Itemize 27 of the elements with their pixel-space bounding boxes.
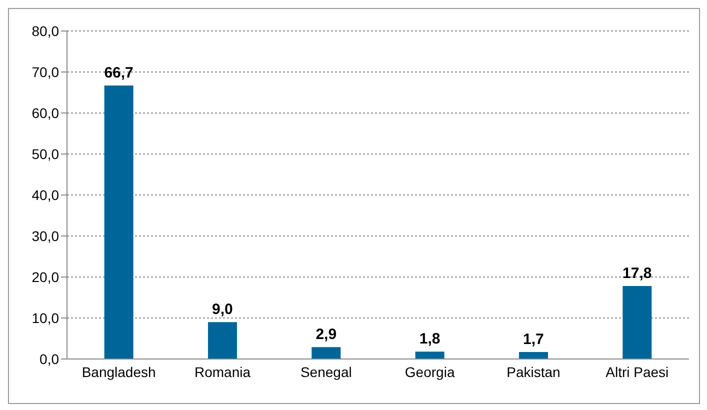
data-label: 1,8 xyxy=(419,330,440,348)
bar xyxy=(208,322,237,359)
y-tick-label: 60,0 xyxy=(32,104,60,121)
y-tick-label: 80,0 xyxy=(32,22,60,39)
y-tick-label: 50,0 xyxy=(32,146,60,162)
data-label: 17,8 xyxy=(622,265,652,282)
x-tick-label: Pakistan xyxy=(506,364,560,380)
x-tick-label: Altri Paesi xyxy=(606,364,669,380)
y-tick-label: 70,0 xyxy=(32,64,60,80)
y-tick-label: 40,0 xyxy=(32,186,60,203)
y-tick-label: 10,0 xyxy=(32,310,60,326)
x-tick-label: Bangladesh xyxy=(82,364,156,380)
bar xyxy=(312,347,341,359)
y-tick-label: 30,0 xyxy=(32,228,60,244)
x-tick-label: Romania xyxy=(194,364,251,380)
data-label: 9,0 xyxy=(212,301,233,318)
y-tick-label: 20,0 xyxy=(32,268,60,285)
x-tick-label: Senegal xyxy=(300,364,352,380)
bar xyxy=(518,352,548,359)
bar xyxy=(415,352,444,359)
y-tick-label: 0,0 xyxy=(40,350,60,367)
data-label: 1,7 xyxy=(523,331,544,348)
x-tick-label: Georgia xyxy=(404,364,455,380)
bar xyxy=(622,286,652,359)
bar xyxy=(104,86,134,359)
data-label: 66,7 xyxy=(104,64,134,82)
data-label: 2,9 xyxy=(316,326,337,344)
